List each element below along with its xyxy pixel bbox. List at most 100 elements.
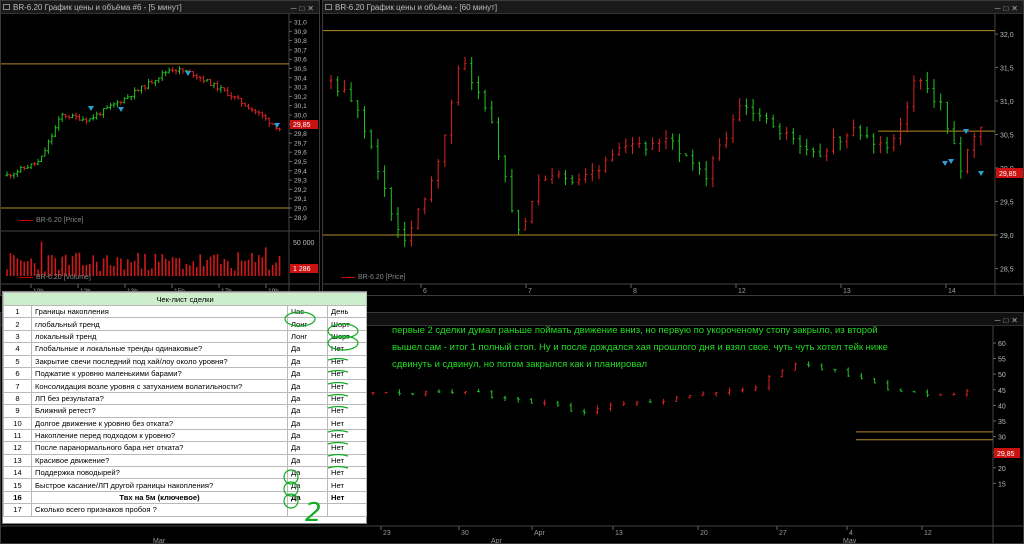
price-bar	[965, 388, 969, 397]
price-axis-label: 50	[998, 372, 1006, 379]
row-answer-b[interactable]: Нет	[326, 478, 368, 492]
price-bar	[212, 82, 216, 89]
price-bar	[236, 94, 240, 100]
row-answer-b[interactable]: Нет	[326, 391, 368, 406]
window-controls[interactable]: ─□✕	[290, 4, 317, 13]
row-answer-a[interactable]: Да	[287, 453, 328, 468]
row-number: 10	[3, 416, 32, 430]
price-chart-60min[interactable]: 32,031,531,030,530,029,529,028,5 6781213…	[323, 14, 1024, 296]
price-bar	[778, 123, 782, 141]
price-bar	[688, 394, 692, 399]
price-bar	[751, 98, 755, 122]
day-axis-label: 7	[528, 288, 532, 295]
price-bar	[885, 136, 889, 154]
price-axis-label: 60	[998, 341, 1006, 348]
date-axis-label: 12	[924, 530, 932, 537]
trade-marker-icon	[948, 159, 954, 164]
price-bar	[727, 387, 731, 396]
date-axis-label: Apr	[534, 530, 546, 537]
price-bar	[818, 143, 822, 158]
row-answer-b[interactable]: Нет	[326, 453, 368, 468]
price-chart-daily[interactable]: 60555045403530252015 2330Apr132027412Mar…	[1, 326, 1024, 544]
price-axis-label: 20	[998, 466, 1006, 473]
price-bar	[805, 138, 809, 156]
row-answer-b[interactable]	[326, 503, 368, 517]
row-answer-a[interactable]: Да	[287, 428, 328, 443]
price-bar	[701, 391, 705, 397]
price-bar	[972, 132, 976, 159]
row-answer-a[interactable]: Да	[287, 416, 328, 430]
price-bar	[84, 117, 88, 125]
row-answer-a[interactable]: Да	[287, 379, 328, 393]
row-answer-b[interactable]: Нет	[326, 416, 368, 430]
row-answer-b[interactable]: Нет	[326, 354, 368, 368]
price-bar	[222, 87, 226, 92]
price-tag: 29,85	[293, 122, 311, 129]
price-bar	[878, 136, 882, 154]
row-question: локальный тренд	[31, 329, 288, 344]
row-number: 1	[3, 304, 32, 319]
row-answer-b[interactable]: Нет	[326, 342, 368, 356]
row-answer-b[interactable]: Нет	[326, 366, 368, 381]
price-bar	[832, 128, 835, 155]
price-bar	[872, 133, 876, 154]
price-bar	[40, 155, 43, 163]
row-answer-a[interactable]: Да	[287, 366, 328, 381]
window-controls[interactable]: ─□✕	[994, 316, 1021, 325]
row-answer-b[interactable]: Нет	[326, 404, 368, 418]
price-bar	[791, 128, 795, 145]
row-answer-a[interactable]: Да	[287, 441, 328, 455]
trade-marker-icon	[978, 171, 984, 176]
price-bar	[569, 402, 573, 412]
row-number: 8	[3, 391, 32, 406]
price-bar	[582, 408, 586, 416]
price-axis-label: 29,5	[294, 159, 307, 166]
row-answer-a[interactable]: Да	[287, 404, 328, 418]
window-title: BR-6.20 График цены и объёма #6 - [5 мин…	[13, 3, 182, 12]
row-answer-b[interactable]: Нет	[326, 379, 368, 393]
price-axis-label: 29,4	[294, 168, 307, 175]
price-bar	[105, 105, 109, 110]
price-axis-label: 30,2	[294, 94, 307, 101]
row-answer-a[interactable]: Да	[287, 466, 328, 480]
price-bar	[664, 130, 668, 150]
row-answer-b[interactable]: Нет	[326, 466, 368, 480]
price-bar	[15, 169, 19, 178]
row-answer-b[interactable]: Шорт	[326, 317, 368, 331]
row-answer-a[interactable]: Да	[287, 478, 328, 492]
row-answer-a[interactable]: Да	[287, 342, 328, 356]
checklist-row: 14 Поддержка поводырей? Да Нет	[3, 466, 368, 480]
row-answer-b[interactable]: День	[326, 304, 368, 319]
row-answer-a[interactable]: Лонг	[287, 329, 328, 344]
price-bar	[691, 149, 695, 171]
row-answer-a[interactable]: Лонг	[287, 317, 328, 331]
row-answer-a[interactable]: Час	[287, 304, 328, 319]
row-answer-b[interactable]: Нет	[326, 490, 368, 505]
row-answer-a[interactable]: Да	[287, 354, 328, 368]
price-bar	[243, 102, 247, 107]
price-chart-5min[interactable]: 31,0 30,9 30,8 30,7 30,6 30,5 30,4 30,3 30,2 30,1…	[1, 14, 320, 296]
date-axis-label: 20	[700, 530, 708, 537]
row-answer-a[interactable]: Да	[287, 391, 328, 406]
price-bar	[336, 76, 340, 97]
window-controls[interactable]: ─□✕	[994, 4, 1021, 13]
price-bar	[838, 136, 842, 151]
row-answer-b[interactable]: Нет	[326, 428, 368, 443]
row-answer-b[interactable]: Шорт	[326, 329, 368, 344]
window-titlebar[interactable]: BR-6.20 График цены и объёма - [60 минут…	[323, 1, 1023, 14]
volume-axis-label: 50 000	[293, 240, 315, 247]
window-titlebar[interactable]: BR-6.20 График цены и объёма #6 - [5 мин…	[1, 1, 319, 14]
price-legend: BR-6.20 [Price]	[19, 217, 83, 224]
row-number: 13	[3, 453, 32, 468]
price-axis-label: 31,0	[294, 20, 307, 27]
chart-window-60min[interactable]: BR-6.20 График цены и объёма - [60 минут…	[322, 0, 1024, 296]
price-bar	[29, 163, 33, 169]
price-bar	[758, 107, 762, 122]
checklist-row: 3 локальный тренд Лонг Шорт	[3, 329, 368, 344]
price-axis-label: 30,5	[294, 66, 307, 73]
price-bar	[590, 162, 594, 182]
checklist-table[interactable]: Чек-лист сделки 1 Границы накопления Час Де…	[2, 291, 368, 528]
row-answer-b[interactable]: Нет	[326, 441, 368, 455]
chart-window-5min[interactable]: BR-6.20 График цены и объёма #6 - [5 мин…	[0, 0, 320, 296]
price-axis-label: 35	[998, 419, 1006, 426]
